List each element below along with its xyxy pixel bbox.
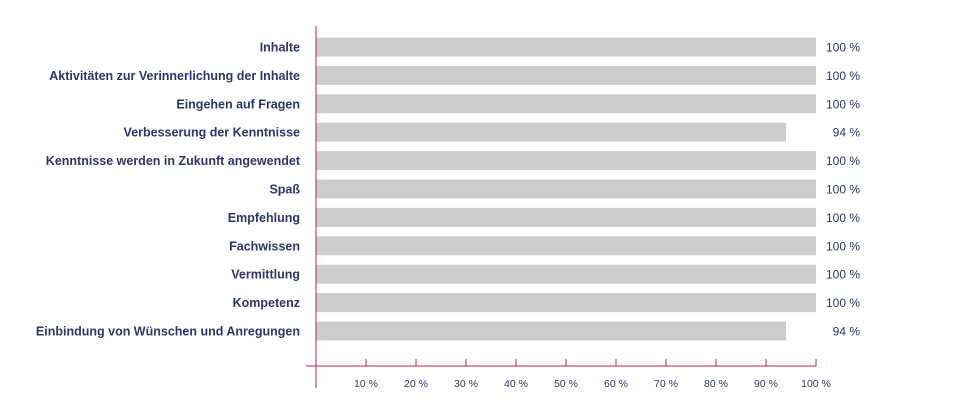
x-ticks: 10 % 20 % 30 % 40 % 50 % 60 % 70 % 80 % 90 % 100 … [354, 359, 831, 390]
x-tick-label: 100 % [801, 378, 831, 390]
value-labels: 100 % 100 % 100 % 94 % 100 % 100 % 100 % 100 % 1… [826, 41, 860, 339]
value-label: 100 % [826, 154, 860, 168]
value-label: 100 % [826, 296, 860, 310]
x-tick-label: 20 % [404, 378, 428, 390]
category-label: Kenntnisse werden in Zukunft angewendet [46, 154, 301, 168]
bars-group [316, 37, 816, 341]
bar [316, 179, 816, 199]
category-label: Empfehlung [228, 211, 300, 225]
category-label: Verbesserung der Kenntnisse [124, 126, 301, 140]
value-label: 94 % [833, 126, 861, 140]
x-tick-label: 80 % [704, 378, 728, 390]
bar [316, 65, 816, 85]
bar [316, 37, 816, 57]
x-tick-label: 90 % [754, 378, 778, 390]
bar [316, 94, 816, 114]
axes [306, 26, 816, 388]
value-label: 100 % [826, 239, 860, 253]
bar [316, 151, 816, 171]
category-label: Spaß [269, 183, 300, 197]
bar [316, 122, 786, 142]
value-label: 94 % [833, 325, 861, 339]
bar [316, 236, 816, 256]
bar [316, 293, 816, 313]
bar [316, 264, 816, 284]
value-label: 100 % [826, 41, 860, 55]
category-label: Vermittlung [231, 268, 300, 282]
x-tick-label: 30 % [454, 378, 478, 390]
x-tick-label: 50 % [554, 378, 578, 390]
category-label: Eingehen auf Fragen [176, 97, 300, 111]
category-labels: Inhalte Aktivitäten zur Verinnerlichung d… [36, 41, 301, 339]
category-label: Aktivitäten zur Verinnerlichung der Inha… [49, 69, 300, 83]
value-label: 100 % [826, 97, 860, 111]
value-label: 100 % [826, 69, 860, 83]
x-tick-label: 60 % [604, 378, 628, 390]
x-tick-label: 40 % [504, 378, 528, 390]
category-label: Fachwissen [229, 239, 300, 253]
category-label: Einbindung von Wünschen und Anregungen [36, 325, 300, 339]
bar [316, 207, 816, 227]
x-tick-label: 70 % [654, 378, 678, 390]
category-label: Kompetenz [233, 296, 300, 310]
x-tick-label: 10 % [354, 378, 378, 390]
category-label: Inhalte [260, 41, 300, 55]
bar [316, 321, 786, 341]
value-label: 100 % [826, 211, 860, 225]
value-label: 100 % [826, 268, 860, 282]
value-label: 100 % [826, 183, 860, 197]
